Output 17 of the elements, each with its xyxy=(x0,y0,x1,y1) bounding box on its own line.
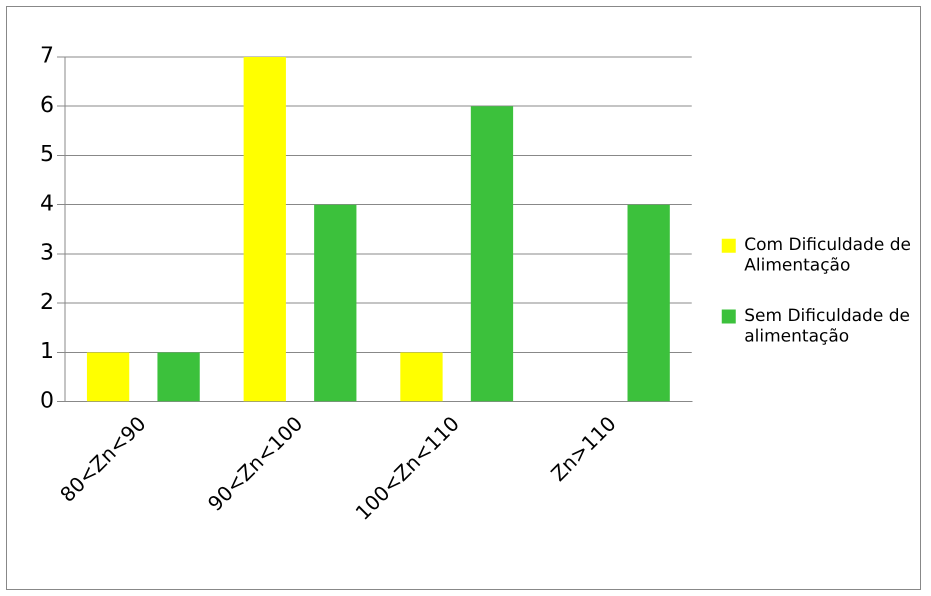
bar xyxy=(86,352,130,402)
bar xyxy=(470,106,514,402)
bar xyxy=(400,352,443,402)
bar xyxy=(628,204,670,402)
y-tick-label: 0 xyxy=(40,388,54,414)
legend-label: Sem Dificuldade de alimentação xyxy=(744,306,910,346)
bar xyxy=(157,352,200,402)
y-tick-label: 7 xyxy=(40,44,54,69)
y-tick-label: 2 xyxy=(40,290,54,315)
bar xyxy=(314,204,356,402)
y-tick-label: 6 xyxy=(40,92,54,118)
bar xyxy=(244,57,286,402)
y-tick-label: 5 xyxy=(40,142,54,168)
y-tick-label: 1 xyxy=(40,339,54,364)
legend-label: Com Dificuldade de Alimentação xyxy=(744,235,911,276)
y-tick-label: 3 xyxy=(40,240,54,266)
y-tick-label: 4 xyxy=(40,191,54,216)
